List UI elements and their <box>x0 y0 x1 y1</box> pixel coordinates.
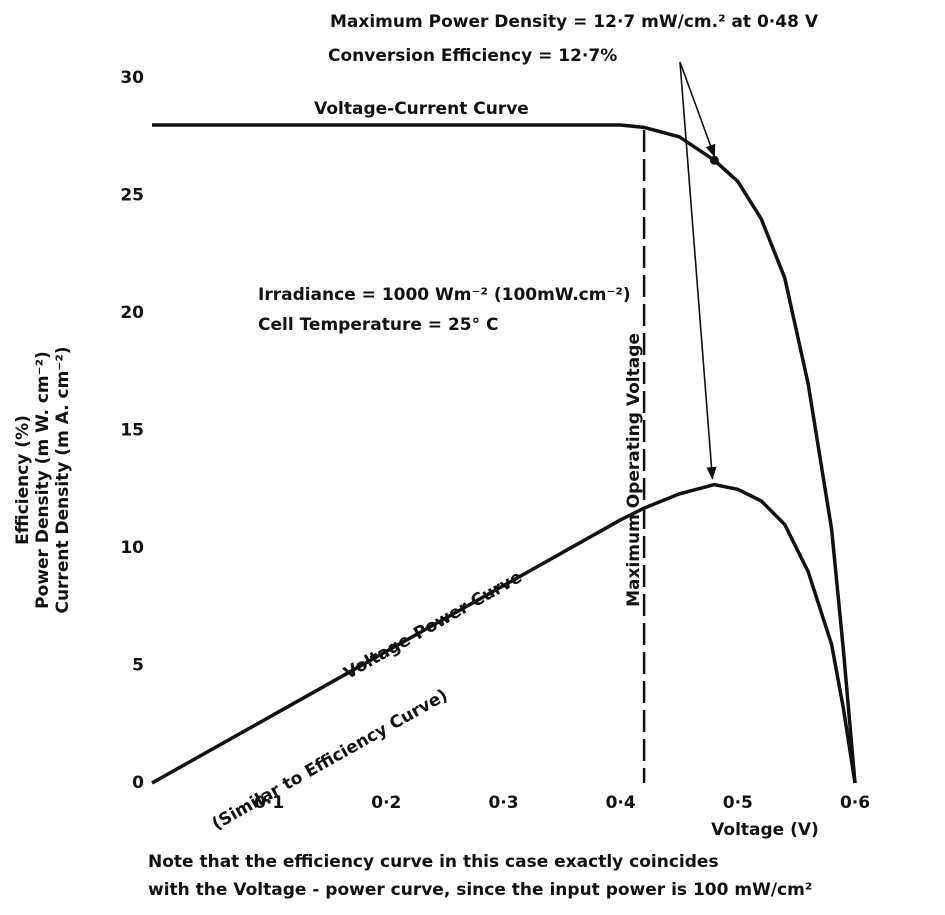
operating-voltage-label: Maximum Operating Voltage <box>624 333 644 607</box>
y-axis-label: Efficiency (%) <box>13 415 33 545</box>
note-line: with the Voltage - power curve, since th… <box>148 880 812 900</box>
x-tick-label: 0·6 <box>840 793 870 813</box>
series-label: Voltage-Power Curve <box>341 567 526 684</box>
arrow <box>679 61 716 158</box>
y-tick-label: 20 <box>120 303 144 323</box>
y-tick-label: 30 <box>120 68 144 88</box>
x-tick-label: 0·2 <box>371 793 401 813</box>
series-label: Voltage-Current Curve <box>314 99 529 119</box>
y-axis-label: Current Density (m A. cm⁻²) <box>53 346 73 613</box>
irradiance-annotation: Irradiance = 1000 Wm⁻² (100mW.cm⁻²) <box>258 285 631 305</box>
y-tick-label: 15 <box>120 421 144 441</box>
arrow <box>679 61 717 480</box>
y-axis-label: Power Density (m W. cm⁻²) <box>33 351 53 609</box>
y-tick-label: 5 <box>132 656 144 676</box>
x-tick-label: 0·5 <box>723 793 753 813</box>
temperature-annotation: Cell Temperature = 25° C <box>258 315 499 335</box>
x-tick-label: 0·1 <box>254 793 284 813</box>
series-line <box>152 123 857 784</box>
max-power-annotation: Maximum Power Density = 12·7 mW/cm.² at … <box>330 12 819 32</box>
efficiency-annotation: Conversion Efficiency = 12·7% <box>328 46 617 66</box>
max-point <box>709 155 719 165</box>
y-tick-label: 25 <box>120 186 144 206</box>
curve-note: (Similar to Efficiency Curve) <box>209 685 451 834</box>
x-axis-label: Voltage (V) <box>711 820 819 840</box>
series-line <box>151 482 857 785</box>
x-tick-label: 0·4 <box>606 793 636 813</box>
y-tick-label: 0 <box>132 773 144 793</box>
note-line: Note that the efficiency curve in this c… <box>148 852 719 872</box>
x-tick-label: 0·3 <box>488 793 518 813</box>
y-tick-label: 10 <box>120 538 144 558</box>
